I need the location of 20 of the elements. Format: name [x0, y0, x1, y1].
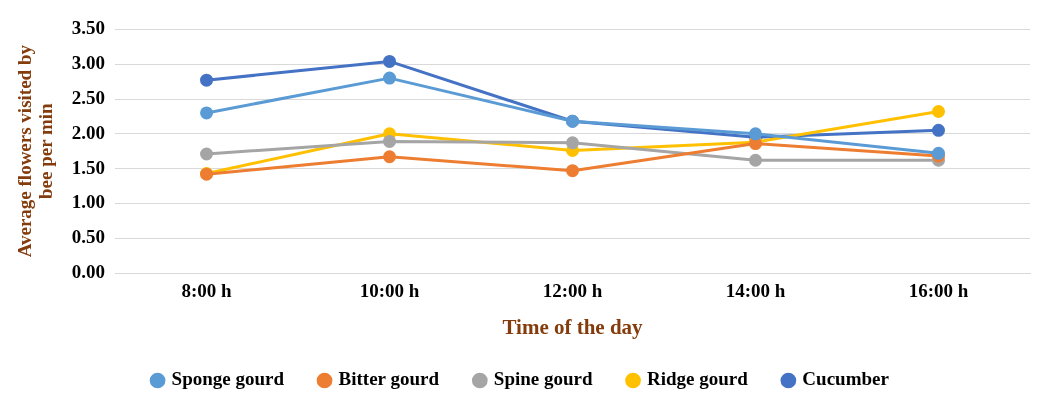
y-tick-label: 1.50 — [71, 156, 106, 178]
legend-label: Ridge gourd — [647, 368, 749, 390]
legend-label: Spine gourd — [493, 368, 593, 390]
x-tick-label: 8:00 h — [181, 280, 233, 302]
legend-label: Sponge gourd — [171, 368, 285, 390]
y-tick-label: 2.00 — [71, 121, 106, 143]
y-tick-label: 0.50 — [71, 226, 106, 248]
y-tick-label: 1.00 — [71, 191, 106, 213]
x-axis-title: Time of the day — [502, 314, 644, 339]
y-tick-label: 3.00 — [71, 52, 106, 74]
x-tick-label: 10:00 h — [359, 280, 420, 302]
legend-label: Cucumber — [802, 368, 890, 390]
y-tick-label: 0.00 — [71, 260, 106, 282]
x-tick-label: 16:00 h — [908, 280, 969, 302]
x-tick-label: 12:00 h — [542, 280, 603, 302]
y-axis-title: Average flowers visited by bee per min — [14, 44, 57, 258]
legend-label: Bitter gourd — [338, 368, 440, 390]
x-tick-label: 14:00 h — [725, 280, 786, 302]
y-tick-label: 3.50 — [71, 17, 106, 39]
y-tick-label: 2.50 — [71, 86, 106, 108]
